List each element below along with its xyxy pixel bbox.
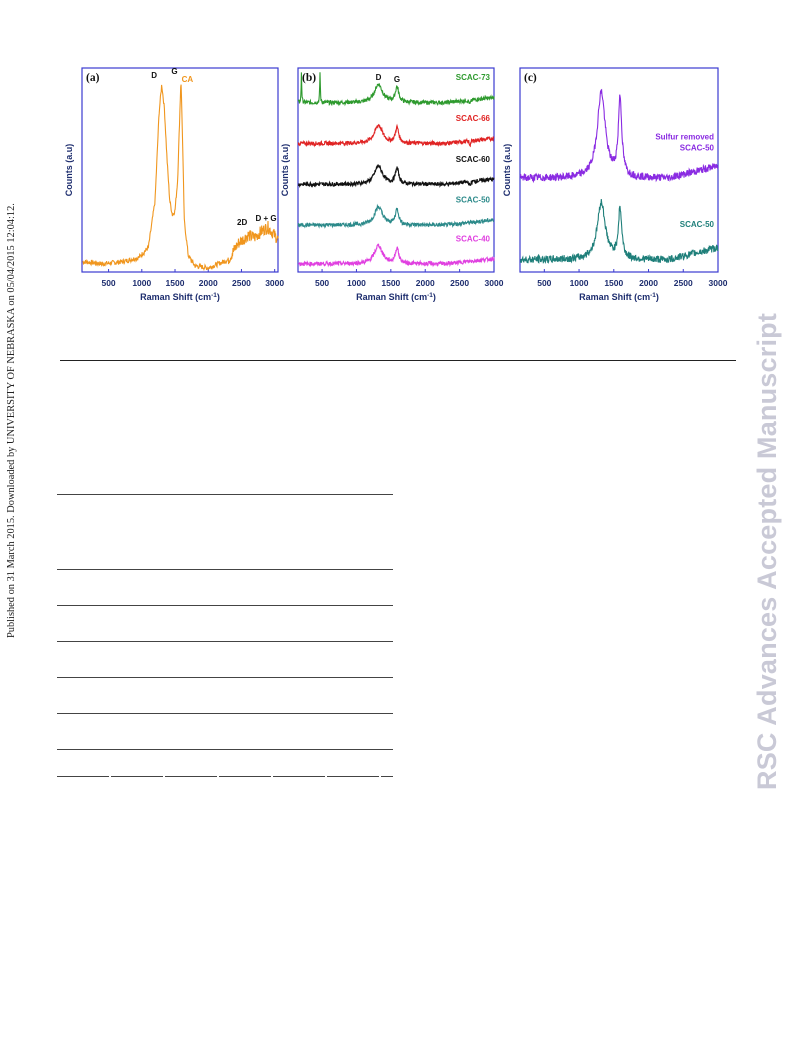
x-axis-title-close: ) bbox=[217, 292, 220, 302]
panel-label: (c) bbox=[524, 72, 537, 84]
table-rule-row bbox=[57, 749, 393, 750]
peak-label-d: D bbox=[151, 71, 157, 80]
table-rule-row bbox=[57, 677, 393, 678]
x-tick-label: 1500 bbox=[381, 278, 400, 288]
plot-frame bbox=[81, 67, 279, 273]
spectrum-line bbox=[297, 203, 495, 229]
spectrum-line bbox=[298, 164, 495, 188]
panel-label: (a) bbox=[86, 72, 100, 84]
series-label: SCAC-50 bbox=[456, 196, 491, 205]
peak-label-g: G bbox=[171, 67, 177, 76]
table-rule-row bbox=[57, 605, 393, 606]
section-divider bbox=[60, 360, 736, 361]
raman-figure-svg: (a) 500 1000 1500 2000 2500 3000 Raman Shift (c… bbox=[64, 67, 728, 302]
series-label: Sulfur removed bbox=[655, 132, 714, 141]
x-tick-label: 3000 bbox=[485, 278, 504, 288]
download-notice: Published on 31 March 2015. Downloaded b… bbox=[6, 203, 17, 638]
series-label: SCAC-50 bbox=[680, 143, 715, 152]
series-label: SCAC-60 bbox=[456, 155, 491, 164]
x-tick-label: 1000 bbox=[132, 278, 151, 288]
series-label: CA bbox=[182, 75, 194, 84]
x-tick-label: 1500 bbox=[166, 278, 185, 288]
spectrum-line bbox=[297, 123, 495, 148]
x-tick-label: 1000 bbox=[347, 278, 366, 288]
raman-figure: (a) 500 1000 1500 2000 2500 3000 Raman Shift (c… bbox=[60, 62, 740, 317]
table-rule-row bbox=[57, 641, 393, 642]
x-tick-label: 500 bbox=[315, 278, 329, 288]
x-axis-title-close: ) bbox=[433, 292, 436, 302]
x-axis-title: Raman Shift (cm-1) bbox=[140, 292, 220, 302]
series-label: SCAC-66 bbox=[456, 114, 491, 123]
peak-label-g: G bbox=[394, 75, 400, 84]
empty-table bbox=[57, 494, 393, 784]
x-axis-title-superscript: -1 bbox=[650, 292, 656, 299]
spectrum-line bbox=[297, 72, 495, 107]
x-axis-title: Raman Shift (cm-1) bbox=[579, 292, 659, 302]
y-axis-title: Counts (a.u) bbox=[502, 144, 512, 197]
peak-label-dg: D + G bbox=[255, 214, 276, 223]
x-tick-label: 2000 bbox=[199, 278, 218, 288]
peak-label-2d: 2D bbox=[237, 218, 247, 227]
x-tick-label: 2000 bbox=[639, 278, 658, 288]
spectrum-line bbox=[519, 88, 719, 184]
x-tick-label: 2500 bbox=[232, 278, 251, 288]
x-axis-title-close: ) bbox=[656, 292, 659, 302]
table-rule-row bbox=[57, 713, 393, 714]
series-label: SCAC-40 bbox=[456, 234, 491, 243]
x-tick-label: 2000 bbox=[416, 278, 435, 288]
peak-label-d: D bbox=[376, 73, 382, 82]
panel-label: (b) bbox=[302, 72, 316, 84]
x-axis-title-superscript: -1 bbox=[211, 292, 217, 299]
x-tick-label: 2500 bbox=[674, 278, 693, 288]
y-axis-title: Counts (a.u) bbox=[64, 144, 74, 197]
table-rule-bottom bbox=[57, 776, 393, 777]
x-tick-label: 500 bbox=[101, 278, 115, 288]
y-axis-title: Counts (a.u) bbox=[280, 144, 290, 197]
x-tick-label: 500 bbox=[537, 278, 551, 288]
x-axis-title: Raman Shift (cm-1) bbox=[356, 292, 436, 302]
table-rule-top bbox=[57, 494, 393, 495]
journal-watermark: RSC Advances Accepted Manuscript bbox=[752, 312, 782, 790]
x-tick-label: 1000 bbox=[570, 278, 589, 288]
x-axis-title-superscript: -1 bbox=[427, 292, 433, 299]
plot-frame bbox=[297, 67, 495, 273]
x-tick-label: 3000 bbox=[709, 278, 728, 288]
spectrum-line bbox=[298, 243, 495, 268]
table-rule-header bbox=[57, 569, 393, 570]
x-tick-label: 1500 bbox=[604, 278, 623, 288]
spectrum-line bbox=[519, 198, 719, 265]
plot-frame bbox=[519, 67, 719, 273]
x-tick-label: 2500 bbox=[450, 278, 469, 288]
x-tick-label: 3000 bbox=[265, 278, 284, 288]
series-label: SCAC-73 bbox=[456, 73, 491, 82]
spectrum-line bbox=[82, 84, 279, 272]
series-label: SCAC-50 bbox=[680, 220, 715, 229]
